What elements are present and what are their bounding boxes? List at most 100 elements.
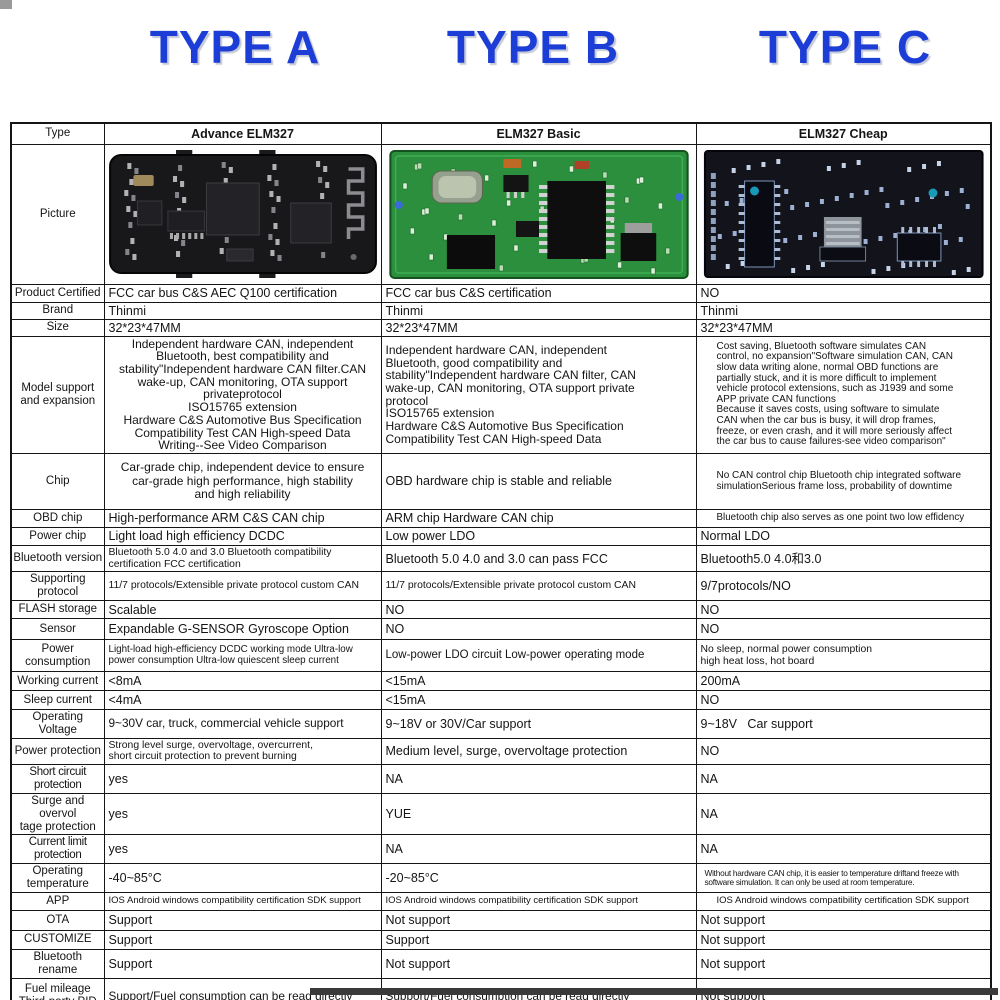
cell-protocol-a: 11/7 protocols/Extensible private protoc… [103,571,382,601]
cell-chip-b: OBD hardware chip is stable and reliable [380,452,697,510]
cell-powerprot-a: Strong level surge, overvoltage, overcur… [103,737,382,766]
cell-sensor-a: Expandable G-SENSOR Gyroscope Option [103,618,382,640]
table-row-shortcirc: Short circuit protection yes NA NA [10,764,992,794]
row-label-workcur: Working current [10,671,105,691]
cell-brand-b: Thinmi [380,301,697,320]
cell-ota-c: Not support [695,909,992,931]
row-label-protocol: Supporting protocol [10,571,105,601]
cell-size-b: 32*23*47MM [380,318,697,337]
cell-app-b: IOS Android windows compatibility certif… [380,891,697,911]
cell-optemp-c: Without hardware CAN chip, it is easier … [695,863,992,893]
row-label-app: APP [10,891,105,911]
row-label-size: Size [10,318,105,337]
cell-shortcirc-b: NA [380,764,697,794]
pcb-photo-type-a [103,143,382,285]
cell-certified-c: NO [695,283,992,303]
cell-workcur-c: 200mA [695,671,992,691]
cell-flash-b: NO [380,600,697,619]
cell-voltage-b: 9~18V or 30V/Car support [380,709,697,739]
cell-powerchip-c: Normal LDO [695,526,992,546]
row-label-picture: Picture [10,143,105,285]
cell-model-c: Cost saving, Bluetooth software simulate… [695,335,992,454]
cell-surge-b: YUE [380,792,697,836]
cell-powerchip-b: Low power LDO [380,526,697,546]
table-row-surge: Surge and overvol tage protection yes YUE N… [10,792,992,836]
cell-voltage-a: 9~30V car, truck, commercial vehicle sup… [103,709,382,739]
row-label-currlimit: Current limit protection [10,834,105,865]
row-label-customize: CUSTOMIZE [10,929,105,950]
cell-shortcirc-a: yes [103,764,382,794]
cell-shortcirc-c: NA [695,764,992,794]
cell-brand-a: Thinmi [103,301,382,320]
row-label-powerchip: Power chip [10,526,105,546]
cell-model-b: Independent hardware CAN, independent Bl… [380,335,697,454]
cell-sensor-b: NO [380,618,697,640]
row-label-btver: Bluetooth version [10,544,105,573]
bottom-bar [310,988,998,995]
cell-powerprot-c: NO [695,737,992,766]
table-row-powerprot: Power protection Strong level surge, over… [10,737,992,766]
row-label-model: Model support and expansion [10,335,105,454]
cell-powercons-b: Low-power LDO circuit Low-power operatin… [380,639,697,672]
cell-ota-b: Not support [380,909,697,931]
cell-type-c: ELM327 Cheap [695,122,992,145]
table-row-protocol: Supporting protocol 11/7 protocols/Extens… [10,571,992,601]
table-row-brand: Brand Thinmi Thinmi Thinmi [10,301,992,320]
row-label-obd: OBD chip [10,508,105,528]
cell-ota-a: Support [103,909,382,931]
cell-sleepcur-b: <15mA [380,690,697,710]
cell-sensor-c: NO [695,618,992,640]
cell-voltage-c: 9~18V Car support [695,709,992,739]
cell-optemp-b: -20~85°C [380,863,697,893]
cell-type-b: ELM327 Basic [380,122,697,145]
table-row-workcur: Working current <8mA <15mA 200mA [10,671,992,691]
cell-powerprot-b: Medium level, surge, overvoltage protect… [380,737,697,766]
pcb-photo-type-b [380,143,697,285]
cell-model-a: Independent hardware CAN, independent Bl… [103,335,382,454]
cell-type-a: Advance ELM327 [103,122,382,145]
pcb-board-graphic-c [697,145,990,283]
cell-btrename-c: Not support [695,948,992,979]
table-row-picture: Picture [10,143,992,285]
table-row-currlimit: Current limit protection yes NA NA [10,834,992,865]
row-label-flash: FLASH storage [10,600,105,619]
cell-btrename-a: Support [103,948,382,979]
cell-customize-a: Support [103,929,382,950]
table-row-ota: OTA Support Not support Not support [10,909,992,931]
table-row-customize: CUSTOMIZE Support Support Not support [10,929,992,950]
row-label-btrename: Bluetooth rename [10,948,105,979]
table-row-btver: Bluetooth version Bluetooth 5.0 4.0 and 3… [10,544,992,573]
pcb-photo-type-c [695,143,992,285]
row-label-certified: Product Certified [10,283,105,303]
table-row-obd: OBD chip High-performance ARM C&S CAN chi… [10,508,992,528]
row-label-ota: OTA [10,909,105,931]
cell-chip-c: No CAN control chip Bluetooth chip integ… [695,452,992,510]
row-label-sleepcur: Sleep current [10,690,105,710]
cell-btver-b: Bluetooth 5.0 4.0 and 3.0 can pass FCC [380,544,697,573]
cell-btrename-b: Not support [380,948,697,979]
cell-flash-c: NO [695,600,992,619]
pcb-board-graphic-b [382,145,695,283]
cell-protocol-c: 9/7protocols/NO [695,571,992,601]
table-row-powercons: Power consumption Light-load high-efficie… [10,639,992,672]
table-row-certified: Product Certified FCC car bus C&S AEC Q10… [10,283,992,303]
type-a-title: TYPE A [149,21,321,73]
row-label-powerprot: Power protection [10,737,105,766]
table-row-model: Model support and expansion Independent h… [10,335,992,454]
table-row-btrename: Bluetooth rename Support Not support Not su… [10,948,992,979]
row-label-chip: Chip [10,452,105,510]
cell-obd-a: High-performance ARM C&S CAN chip [103,508,382,528]
cell-app-c: IOS Android windows compatibility certif… [695,891,992,911]
row-label-surge: Surge and overvol tage protection [10,792,105,836]
comparison-table: Type Advance ELM327 ELM327 Basic ELM327 Che… [10,122,992,1000]
row-label-type: Type [10,122,105,145]
cell-surge-a: yes [103,792,382,836]
corner-artifact [0,0,12,9]
cell-currlimit-b: NA [380,834,697,865]
cell-sleepcur-a: <4mA [103,690,382,710]
cell-customize-b: Support [380,929,697,950]
table-row-sleepcur: Sleep current <4mA <15mA NO [10,690,992,710]
table-row-size: Size 32*23*47MM 32*23*47MM 32*23*47MM [10,318,992,337]
table-row-chip: Chip Car-grade chip, independent device t… [10,452,992,510]
